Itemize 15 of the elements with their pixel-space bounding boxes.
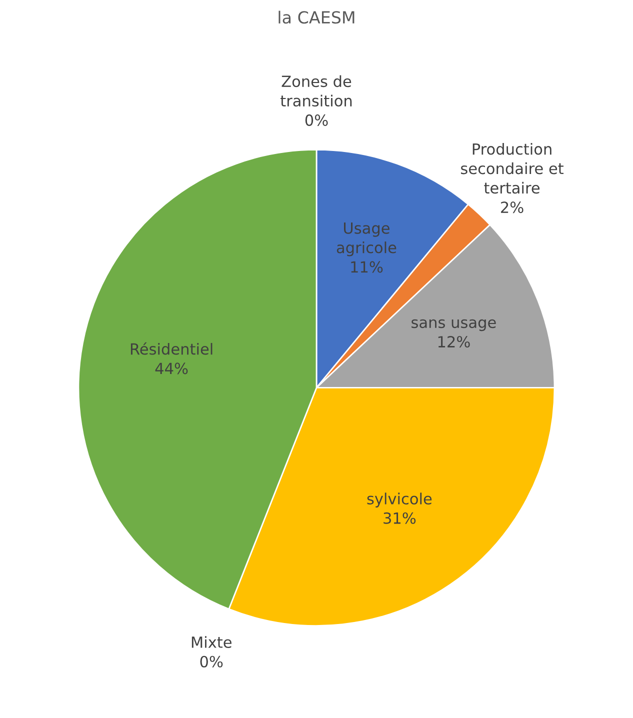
data-label: 44% [155,362,188,374]
slice-label: sans usage [412,319,496,332]
data-label: 2% [501,202,524,214]
category-label: Mixte [192,636,232,648]
data-label: 11% [351,261,383,273]
slice-label: sylvicole [367,492,432,508]
chart-title: la CAESM [278,10,354,24]
data-label: 31% [384,512,416,524]
text: 0% [305,114,328,126]
slice-label: Usage agricole [336,222,396,256]
category-label: Zones de transition [280,75,352,107]
text: 0% [200,656,223,668]
slice-label: Production secondaire et tertaire [461,142,564,194]
data-label: 12% [438,336,470,348]
slice-label: Résidentiel [130,342,212,355]
